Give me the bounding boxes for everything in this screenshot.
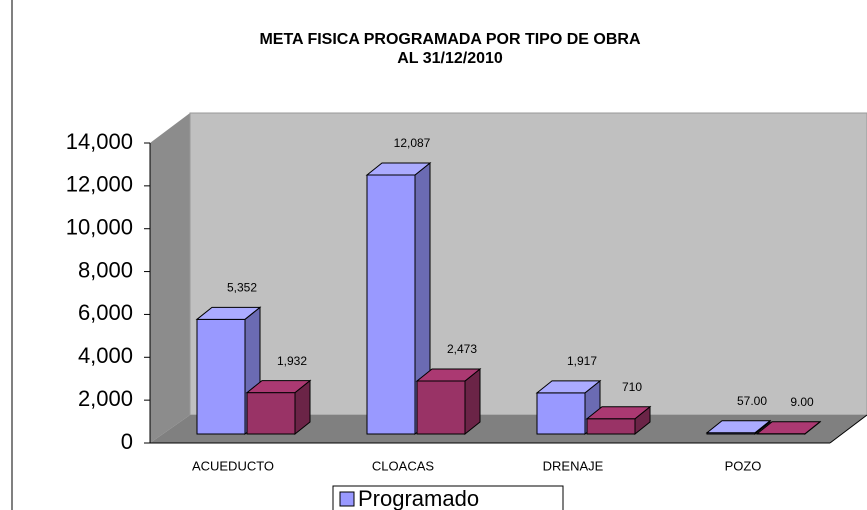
bar bbox=[755, 420, 822, 436]
bar-front bbox=[246, 392, 296, 435]
bar-top bbox=[585, 406, 652, 420]
value-label: 710 bbox=[622, 380, 642, 394]
legend bbox=[332, 485, 564, 510]
value-label: 1,932 bbox=[277, 354, 307, 368]
bar-top bbox=[195, 306, 262, 320]
chart-subtitle: AL 31/12/2010 bbox=[397, 50, 503, 67]
x-tick-label: ACUEDUCTO bbox=[192, 458, 274, 473]
bar bbox=[365, 161, 432, 436]
back-wall bbox=[189, 112, 867, 416]
y-tick-label: 2,000 bbox=[78, 386, 133, 411]
bar bbox=[585, 405, 652, 436]
y-tick-label: 8,000 bbox=[78, 257, 133, 282]
value-label: 57.00 bbox=[737, 394, 767, 408]
floor-edge bbox=[829, 414, 867, 444]
bar-front bbox=[416, 380, 466, 435]
y-tick-label: 14,000 bbox=[66, 129, 133, 154]
value-label: 12,087 bbox=[394, 136, 431, 150]
y-tick-label: 6,000 bbox=[78, 300, 133, 325]
side-wall bbox=[150, 113, 190, 443]
chart-title: META FISICA PROGRAMADA POR TIPO DE OBRA bbox=[259, 31, 640, 48]
bar-front bbox=[586, 418, 636, 435]
bar-top bbox=[415, 368, 482, 382]
bar-front bbox=[366, 174, 416, 435]
x-tick-label: DRENAJE bbox=[543, 458, 604, 473]
legend-swatch bbox=[339, 491, 355, 507]
bar bbox=[415, 367, 482, 436]
value-label: 5,352 bbox=[227, 280, 257, 294]
bar-front bbox=[196, 318, 246, 435]
bar-top bbox=[705, 420, 772, 434]
value-label: 2,473 bbox=[447, 342, 477, 356]
bar-front bbox=[536, 392, 586, 435]
value-label: 9.00 bbox=[790, 395, 814, 409]
y-tick-label: 10,000 bbox=[66, 215, 133, 240]
bar bbox=[705, 419, 772, 436]
value-label: 1,917 bbox=[567, 354, 597, 368]
floor bbox=[150, 415, 867, 443]
y-tick-label: 12,000 bbox=[66, 172, 133, 197]
bar-top bbox=[245, 380, 312, 394]
y-tick-label: 0 bbox=[121, 429, 133, 454]
bar-top bbox=[535, 380, 602, 394]
bar-top bbox=[755, 421, 822, 435]
x-tick-label: CLOACAS bbox=[372, 458, 434, 473]
bar bbox=[535, 379, 602, 436]
x-tick-label: POZO bbox=[725, 458, 762, 473]
bar bbox=[245, 379, 312, 436]
legend-label: Programado bbox=[358, 486, 479, 510]
bar-top bbox=[365, 162, 432, 176]
y-tick-label: 4,000 bbox=[78, 343, 133, 368]
